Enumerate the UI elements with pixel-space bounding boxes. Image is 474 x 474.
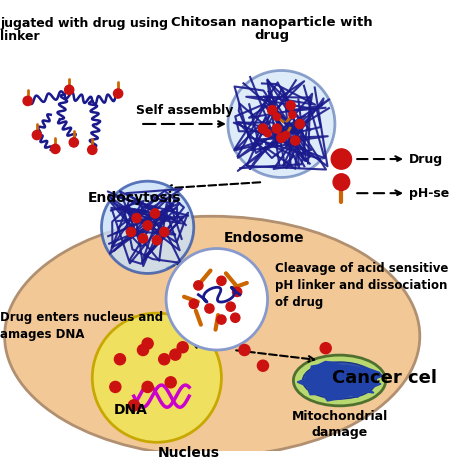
Circle shape [283,131,290,139]
Circle shape [160,228,169,237]
Circle shape [170,349,181,360]
Circle shape [110,382,121,392]
Circle shape [273,113,281,120]
Circle shape [152,236,162,245]
Circle shape [331,149,352,169]
Circle shape [267,106,277,115]
Circle shape [165,377,176,388]
Circle shape [295,119,304,128]
Text: Mitochondrial
damage: Mitochondrial damage [292,410,388,439]
Circle shape [92,313,221,442]
Text: Cleavage of acid sensitive
pH linker and dissociation
of drug: Cleavage of acid sensitive pH linker and… [275,263,448,310]
Circle shape [320,343,331,354]
Circle shape [286,101,295,110]
Circle shape [257,360,268,371]
Ellipse shape [5,216,420,456]
Circle shape [64,85,74,94]
Polygon shape [297,362,382,401]
Text: Endosome: Endosome [224,231,305,245]
Text: drug: drug [255,29,290,42]
Text: jugated with drug using: jugated with drug using [0,17,168,30]
Circle shape [264,129,271,137]
Circle shape [137,345,148,356]
Circle shape [228,71,335,177]
Circle shape [51,144,60,154]
Text: DNA: DNA [114,403,148,417]
Circle shape [150,209,160,218]
Circle shape [291,136,300,145]
Ellipse shape [293,355,386,406]
Circle shape [333,174,350,191]
Text: Nucleus: Nucleus [158,446,220,460]
Text: Chitosan nanoparticle with: Chitosan nanoparticle with [172,16,373,29]
Circle shape [142,338,153,349]
Circle shape [205,304,214,313]
Circle shape [114,354,126,365]
Circle shape [138,234,147,243]
Text: linker: linker [0,30,40,43]
Circle shape [32,130,42,140]
Circle shape [226,302,235,311]
Text: Endocytosis: Endocytosis [88,191,181,205]
Text: Drug: Drug [409,153,443,165]
Circle shape [128,400,139,411]
Circle shape [233,287,242,297]
Circle shape [132,213,141,223]
Circle shape [258,124,267,133]
Circle shape [189,299,198,309]
Circle shape [231,313,240,322]
Circle shape [159,354,170,365]
Circle shape [113,89,123,98]
Circle shape [277,133,286,142]
Circle shape [88,145,97,155]
Circle shape [217,276,226,285]
Circle shape [23,96,32,106]
Circle shape [177,342,188,353]
Circle shape [142,382,153,392]
Circle shape [166,248,267,350]
Circle shape [217,315,226,324]
Text: Self assembly: Self assembly [136,104,233,117]
Circle shape [101,181,194,273]
Text: Drug enters nucleus and
amages DNA: Drug enters nucleus and amages DNA [0,311,163,341]
Circle shape [194,281,203,290]
Text: Cancer cel: Cancer cel [332,369,438,387]
Circle shape [143,221,152,230]
Ellipse shape [302,362,376,399]
Text: pH-se: pH-se [409,187,449,200]
Circle shape [69,138,78,147]
Circle shape [289,111,296,118]
Circle shape [272,124,282,133]
Circle shape [239,345,250,356]
Circle shape [127,228,136,237]
